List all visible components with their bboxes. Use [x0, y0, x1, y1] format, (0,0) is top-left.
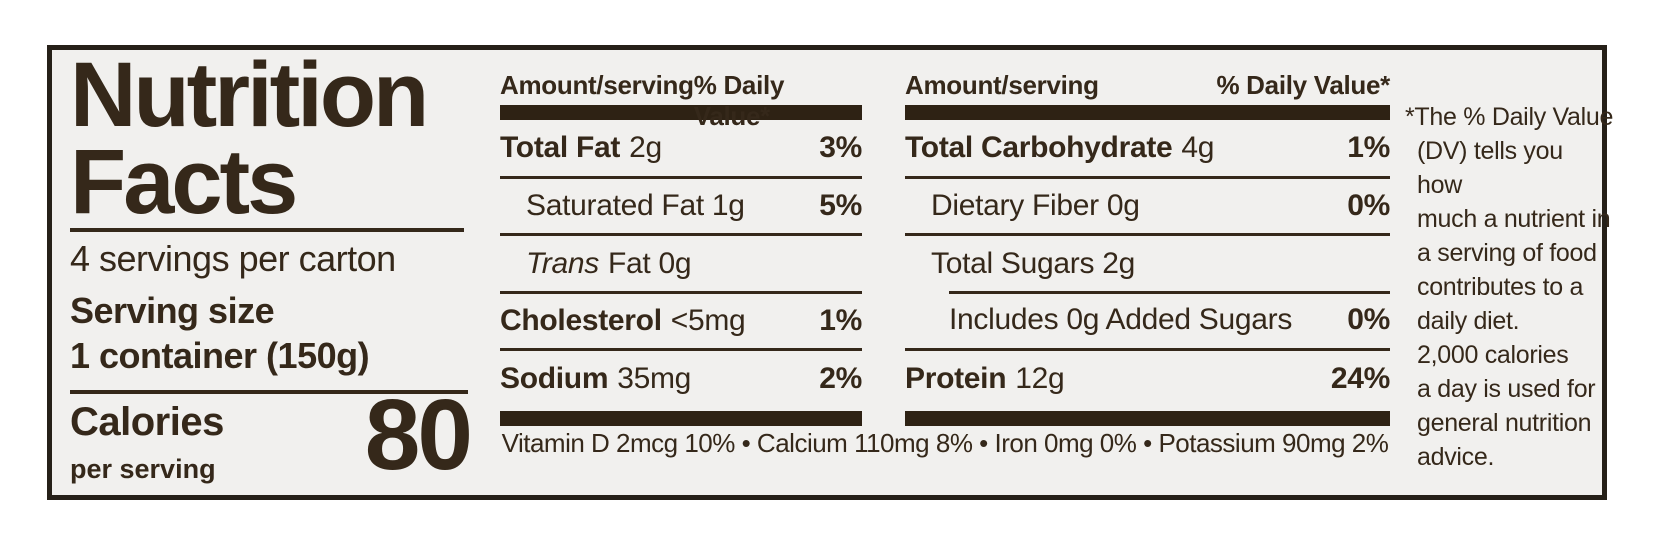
nutrient-amount: Saturated Fat 1g [526, 189, 745, 222]
nutrition-facts-panel: Nutrition Facts 4 servings per carton Se… [47, 45, 1613, 500]
column-header: Amount/serving % Daily Value* [905, 60, 1390, 100]
nutrient-amount: 35mg [617, 361, 692, 395]
nutrient-name: Protein [905, 361, 1007, 395]
row-sodium: Sodium 35mg 2% [500, 348, 862, 406]
daily-value: 3% [819, 131, 862, 164]
nutrient-name: Total Carbohydrate [905, 131, 1173, 164]
nutrient-name: Cholesterol [500, 304, 662, 337]
daily-value: 1% [819, 304, 862, 337]
nutrient-amount: Includes 0g Added Sugars [949, 302, 1293, 336]
daily-value-header: % Daily Value* [693, 70, 785, 131]
nutrient-name: Total Fat [500, 131, 621, 164]
nutrition-facts-title: Nutrition Facts [70, 44, 429, 234]
daily-value: 2% [819, 361, 862, 395]
column-header: Amount/serving % Daily Value* [500, 60, 862, 131]
thick-rule [905, 411, 1390, 426]
row-dietary-fiber: Dietary Fiber 0g 0% [905, 176, 1390, 233]
nutrient-amount: Dietary Fiber 0g [931, 189, 1140, 222]
calories-value: 80 [364, 379, 473, 491]
calories-label: Calories [70, 400, 224, 444]
row-added-sugars: Includes 0g Added Sugars 0% [905, 291, 1390, 348]
servings-per-carton: 4 servings per carton [70, 238, 396, 279]
row-protein: Protein 12g 24% [905, 348, 1390, 406]
nutrient-amount: <5mg [670, 304, 746, 337]
daily-value: 5% [819, 189, 862, 222]
thick-rule [500, 105, 862, 120]
identity-block: Nutrition Facts 4 servings per carton Se… [70, 49, 473, 495]
nutrient-amount: 12g [1015, 361, 1065, 395]
nutrient-amount: 4g [1181, 131, 1215, 164]
row-total-sugars: Total Sugars 2g [905, 233, 1390, 291]
nutrient-name: Trans [526, 246, 599, 280]
thick-rule [905, 105, 1390, 120]
daily-value: 1% [1347, 131, 1390, 164]
daily-value-header: % Daily Value* [1216, 70, 1390, 100]
calories-divider [70, 390, 468, 394]
row-trans-fat: Trans Fat 0g [500, 233, 862, 291]
title-divider [70, 228, 464, 232]
daily-value: 0% [1347, 302, 1390, 336]
daily-value: 0% [1347, 189, 1390, 222]
serving-size: Serving size 1 container (150g) [70, 290, 370, 376]
thick-rule [500, 411, 862, 426]
nutrient-amount: 2g [629, 131, 662, 164]
nutrient-name: Sodium [500, 361, 609, 395]
nutrient-column-right: Amount/serving % Daily Value* Total Carb… [905, 60, 1390, 426]
amount-serving-header: Amount/serving [500, 70, 694, 100]
row-total-fat: Total Fat 2g 3% [500, 120, 862, 176]
nutrient-amount: Fat 0g [607, 246, 692, 280]
nutrient-amount: Total Sugars 2g [931, 246, 1135, 280]
daily-value-footnote: *The % Daily Value (DV) tells you how mu… [1405, 103, 1614, 471]
row-total-carbohydrate: Total Carbohydrate 4g 1% [905, 120, 1390, 176]
micronutrients-line: Vitamin D 2mcg 10% • Calcium 110mg 8% • … [501, 428, 1389, 458]
row-saturated-fat: Saturated Fat 1g 5% [500, 176, 862, 233]
row-cholesterol: Cholesterol <5mg 1% [500, 291, 862, 348]
nutrient-column-left: Amount/serving % Daily Value* Total Fat 2… [500, 60, 862, 426]
daily-value: 24% [1330, 361, 1390, 395]
calories-sublabel: per serving [70, 454, 216, 484]
amount-serving-header: Amount/serving [905, 70, 1099, 100]
